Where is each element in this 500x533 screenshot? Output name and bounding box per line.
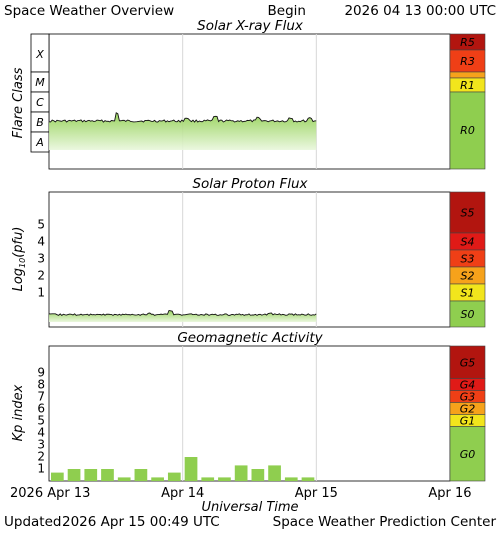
scale-label-s3: S3	[461, 253, 475, 266]
proton-flux-line	[48, 309, 317, 316]
scale-label-g0: G0	[460, 448, 476, 461]
kp-y-tick: 8	[37, 378, 45, 392]
scale-band-g0	[449, 426, 486, 482]
time-axis-label: Universal Time	[201, 500, 298, 515]
solar-radiation-storm-scale: S5 S4 S3 S2 S1 S0	[449, 191, 486, 328]
scale-label-s0: S0	[461, 308, 475, 321]
kp-bar	[67, 469, 81, 481]
scale-label-g2: G2	[460, 403, 476, 416]
kp-y-tick: 1	[37, 462, 45, 476]
scale-label-s1: S1	[461, 287, 475, 300]
scale-label-s5: S5	[461, 207, 475, 220]
time-tick-label: Apr 16	[428, 486, 471, 501]
proton-y-tick: 3	[37, 252, 45, 266]
scale-label-r0: R0	[460, 124, 475, 137]
scale-label-g4: G4	[460, 379, 476, 392]
kp-bar	[184, 457, 198, 481]
proton-y-tick: 4	[37, 235, 45, 249]
scale-label-g5: G5	[460, 356, 476, 369]
kp-bar	[101, 469, 114, 481]
kp-y-axis-label: Kp index	[11, 384, 26, 441]
kp-bar	[301, 477, 315, 481]
proton-gridlines	[182, 192, 317, 327]
scale-band-s0	[449, 300, 486, 328]
scale-label-r5: R5	[460, 36, 475, 49]
begin-label: Begin	[268, 3, 306, 19]
kp-y-tick: 3	[37, 438, 45, 452]
begin-date: 2026 04 13 00:00 UTC	[344, 3, 496, 19]
proton-y-ticks: 1 2 3 4 5	[37, 218, 45, 300]
proton-y-axis-label: Log10(pfu)	[11, 227, 27, 292]
time-axis-ticks: 2026 Apr 13 Apr 14 Apr 15 Apr 16	[10, 486, 472, 501]
kp-y-tick: 4	[37, 426, 45, 440]
scale-band-s5	[449, 191, 486, 234]
flare-class-label-c: C	[36, 96, 44, 109]
scale-label-s2: S2	[461, 270, 475, 283]
proton-panel: 1 2 3 4 5 S5 S4 S3 S2 S1 S0 Log10(pfu)	[11, 191, 486, 328]
kp-bar	[201, 477, 215, 481]
flare-class-label-a: A	[35, 136, 44, 149]
swpc-name: Space Weather Prediction Center	[273, 514, 497, 530]
overview-title: Space Weather Overview	[4, 3, 174, 19]
flare-class-label-m: M	[35, 76, 45, 89]
time-tick-label: Apr 14	[161, 486, 204, 501]
kp-gridlines	[182, 346, 317, 481]
kp-bar	[151, 477, 164, 481]
xray-flux-series	[48, 112, 317, 150]
xray-flux-area	[49, 112, 317, 150]
updated-date: 2026 Apr 15 00:49 UTC	[62, 514, 220, 530]
xray-flux-line	[48, 112, 317, 123]
radio-blackout-scale: R5 R3 R1 R0	[449, 33, 486, 170]
scale-label-g1: G1	[460, 415, 476, 428]
kp-y-tick: 9	[37, 366, 45, 380]
scale-label-g3: G3	[460, 391, 476, 404]
kp-bar	[117, 477, 131, 481]
flare-class-boxes: X M C B A	[30, 33, 50, 153]
kp-bars	[51, 457, 315, 481]
proton-y-tick: 1	[37, 286, 45, 300]
time-tick-label: 2026 Apr 13	[10, 486, 90, 501]
kp-bar	[134, 469, 148, 481]
proton-panel-title: Solar Proton Flux	[192, 176, 308, 192]
kp-bar	[167, 472, 181, 481]
scale-label-r1: R1	[460, 79, 475, 92]
kp-bar	[251, 469, 265, 481]
geomag-panel-title: Geomagnetic Activity	[177, 330, 323, 346]
scale-label-s4: S4	[461, 236, 475, 249]
kp-y-tick: 2	[37, 450, 45, 464]
xray-y-axis-label: Flare Class	[11, 67, 26, 138]
scale-label-r3: R3	[460, 55, 475, 68]
kp-bar	[284, 477, 298, 481]
updated-label: Updated	[4, 514, 61, 530]
kp-bar	[234, 465, 248, 481]
kp-bar	[218, 477, 231, 481]
proton-y-tick: 5	[37, 218, 45, 232]
proton-flux-area	[49, 310, 317, 322]
xray-panel-title: Solar X-ray Flux	[197, 18, 304, 34]
scale-band	[449, 71, 486, 79]
kp-plot-frame	[48, 345, 451, 482]
time-tick-label: Apr 15	[295, 486, 338, 501]
kp-bar	[51, 472, 64, 481]
kp-y-tick: 5	[37, 414, 45, 428]
proton-y-tick: 2	[37, 269, 45, 283]
flare-class-label-x: X	[35, 48, 44, 61]
kp-y-tick: 6	[37, 402, 45, 416]
scale-band	[449, 91, 486, 170]
kp-bar	[268, 465, 281, 481]
proton-flux-series	[48, 309, 317, 322]
flare-class-label-b: B	[36, 116, 44, 129]
xray-panel: X M C B A R5 R3 R1 R0 Flare Class	[11, 33, 486, 170]
proton-plot-frame	[48, 191, 451, 328]
kp-bar	[84, 469, 98, 481]
kp-y-tick: 7	[37, 390, 45, 404]
